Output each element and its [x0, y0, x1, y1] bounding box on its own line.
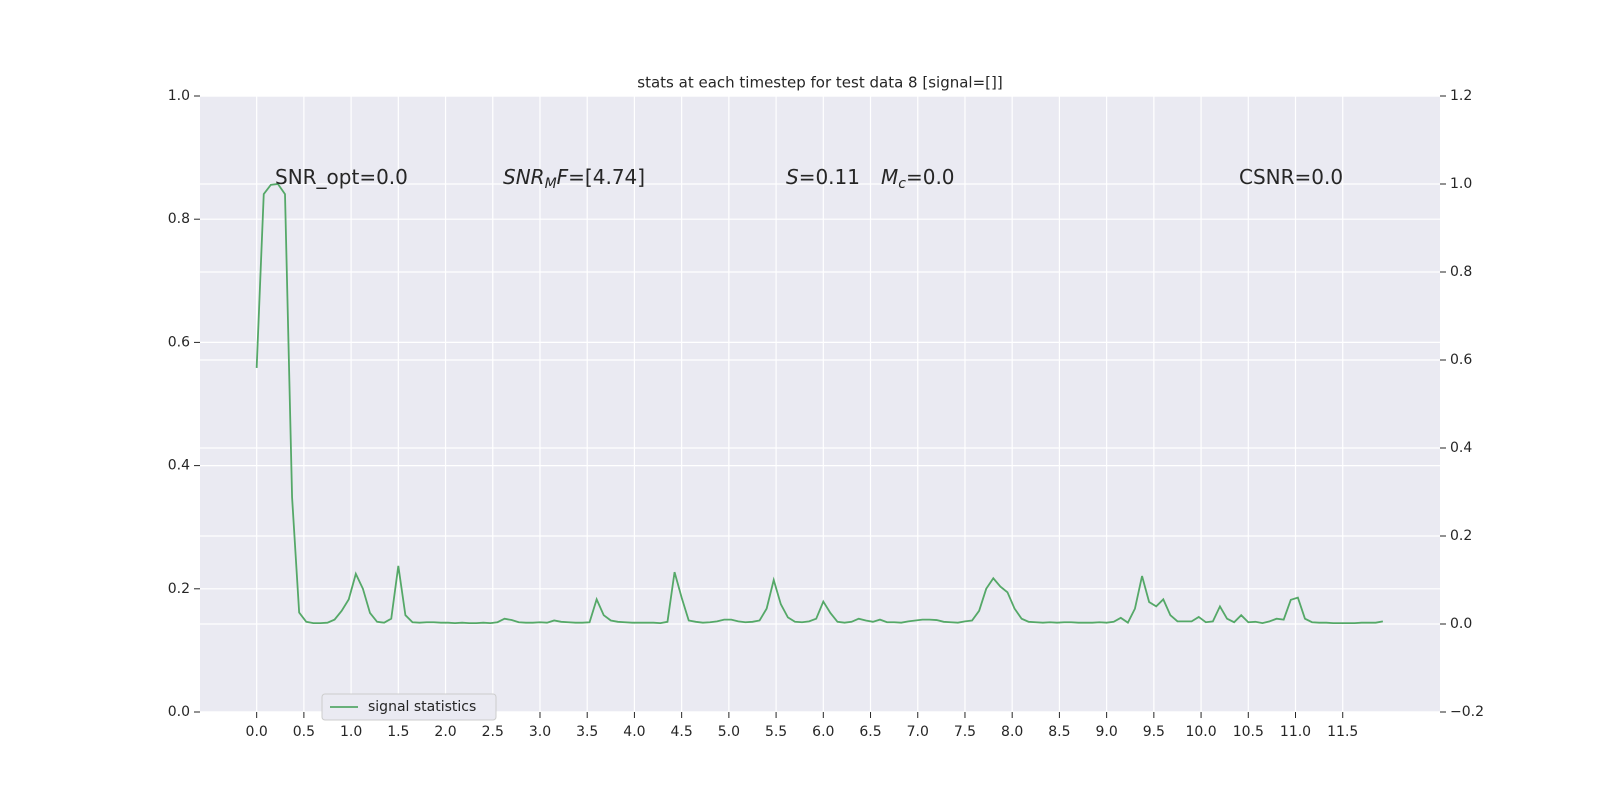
y2-tick-label: 0.4: [1450, 440, 1472, 456]
data-line: [255, 183, 1384, 625]
x-tick-label: 9.5: [1143, 724, 1165, 740]
annotation: SNRMF=[4.74]: [503, 165, 645, 192]
x-tick-label: 0.5: [293, 724, 315, 740]
chart-title: stats at each timestep for test data 8 […: [637, 74, 1002, 92]
y-tick-label: 0.6: [168, 334, 190, 350]
y-tick-label: 0.4: [168, 458, 190, 474]
x-tick-label: 8.0: [1001, 724, 1023, 740]
annotation: Mc=0.0: [881, 165, 955, 192]
x-tick-label: 2.5: [482, 724, 504, 740]
legend: signal statistics: [321, 693, 497, 721]
x-tick-label: 11.5: [1327, 724, 1358, 740]
annotation: S=0.11: [786, 165, 860, 189]
x-tick-label: 6.0: [812, 724, 834, 740]
y2-tick-label: 1.0: [1450, 176, 1472, 192]
marks: [255, 183, 1384, 625]
x-tick-label: 4.0: [623, 724, 645, 740]
x-tick-label: 3.0: [529, 724, 551, 740]
annotation-part: SNR_opt=0.0: [275, 165, 408, 189]
annotation-part: SNR: [503, 165, 545, 189]
y-tick-label: 1.0: [168, 88, 190, 104]
x-tick-label: 9.0: [1095, 724, 1117, 740]
annotation-part: S: [786, 165, 799, 189]
annotation-part: CSNR=0.0: [1239, 165, 1343, 189]
y2-tick-label: −0.2: [1450, 704, 1484, 720]
y2-tick-label: 0.0: [1450, 616, 1472, 632]
x-tick-label: 7.0: [907, 724, 929, 740]
y2-tick-label: 1.2: [1450, 88, 1472, 104]
x-tick-label: 4.5: [671, 724, 693, 740]
y2-tick-label: 0.2: [1450, 528, 1472, 544]
y-tick-label: 0.0: [168, 704, 190, 720]
x-tick-label: 2.0: [434, 724, 456, 740]
x-tick-label: 1.0: [340, 724, 362, 740]
annotation-part: M: [881, 165, 898, 189]
x-tick-label: 11.0: [1280, 724, 1311, 740]
annotation-part: =[4.74]: [568, 165, 645, 189]
x-tick-label: 0.0: [246, 724, 268, 740]
x-tick-label: 3.5: [576, 724, 598, 740]
annotation-part: M: [545, 176, 557, 192]
x-tick-label: 6.5: [859, 724, 881, 740]
annotation-part: F: [557, 165, 569, 189]
x-tick-label: 8.5: [1048, 724, 1070, 740]
x-tick-label: 10.5: [1233, 724, 1264, 740]
annotation-part: =0.0: [906, 165, 955, 189]
x-tick-label: 7.5: [954, 724, 976, 740]
x-tick-label: 1.5: [387, 724, 409, 740]
y2-tick-label: 0.6: [1450, 352, 1472, 368]
y-tick-label: 0.8: [168, 211, 190, 227]
annotation-part: c: [898, 176, 906, 192]
annotation: CSNR=0.0: [1239, 165, 1343, 189]
y2-tick-label: 0.8: [1450, 264, 1472, 280]
y-tick-label: 0.2: [168, 581, 190, 597]
x-tick-label: 10.0: [1185, 724, 1216, 740]
annotation: SNR_opt=0.0: [275, 165, 408, 189]
annotation-part: =0.11: [799, 165, 860, 189]
legend-box: [321, 693, 497, 721]
legend-label: signal statistics: [368, 699, 476, 715]
grid: [200, 95, 1440, 713]
x-tick-label: 5.5: [765, 724, 787, 740]
x-tick-label: 5.0: [718, 724, 740, 740]
